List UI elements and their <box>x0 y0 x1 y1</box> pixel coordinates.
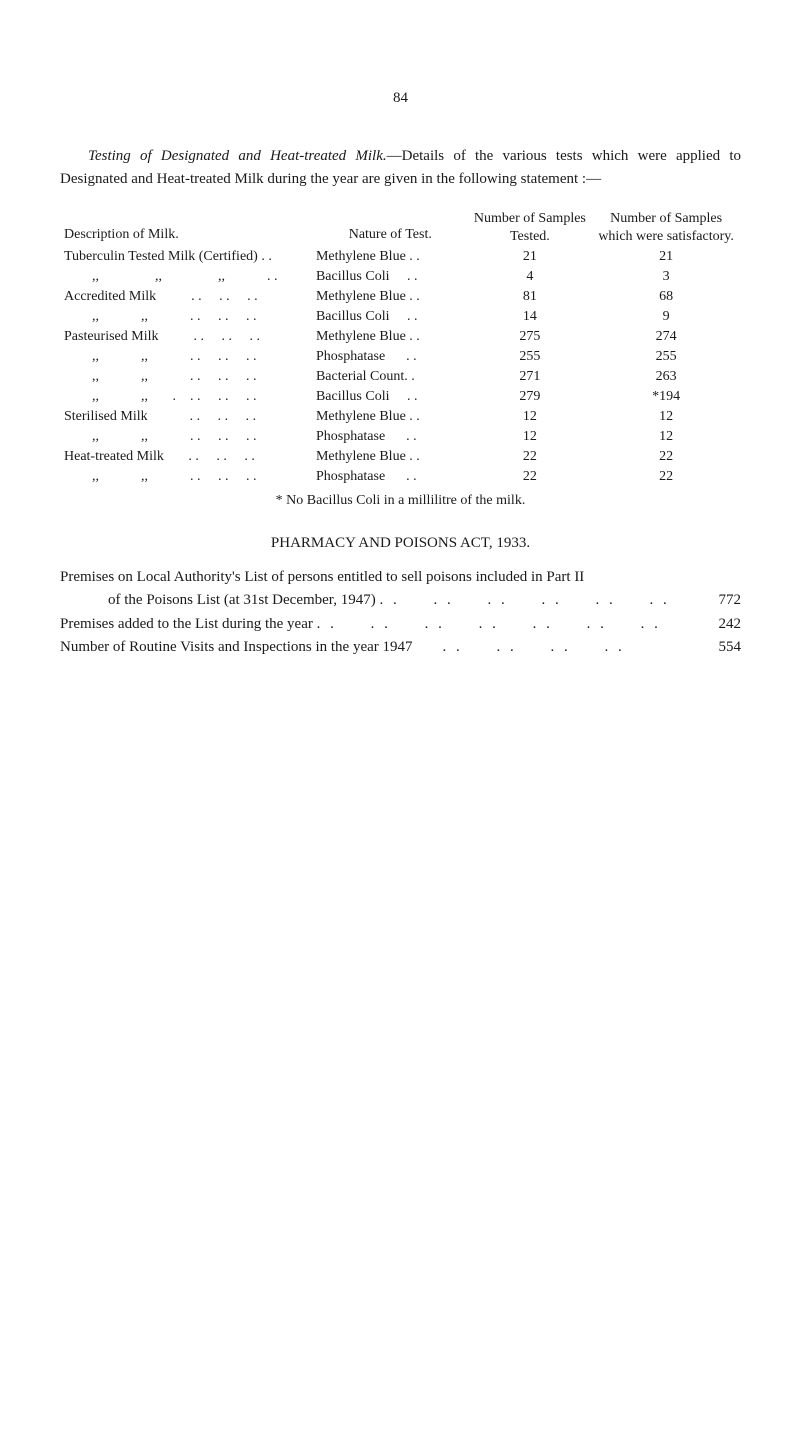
premises-line-2: Premises added to the List during the ye… <box>60 613 741 636</box>
table-row: ,, ,, . . . . . . Phosphatase . . 22 22 <box>60 467 741 487</box>
cell-tested: 12 <box>469 427 592 447</box>
cell-nature: Bacillus Coli . . <box>312 387 469 407</box>
cell-desc: Heat-treated Milk . . . . . . <box>60 447 312 467</box>
line3-label: Number of Routine Visits and Inspections… <box>60 639 413 655</box>
cell-desc: Sterilised Milk . . . . . . <box>60 407 312 427</box>
cell-sat: 68 <box>591 287 741 307</box>
cell-tested: 81 <box>469 287 592 307</box>
cell-nature: Methylene Blue . . <box>312 327 469 347</box>
table-header-row: Description of Milk. Nature of Test. Num… <box>60 208 741 247</box>
cell-desc: ,, ,, . . . . . . <box>60 467 312 487</box>
line3-dots: . . . . . . . . <box>443 639 625 655</box>
cell-sat: 3 <box>591 267 741 287</box>
cell-tested: 4 <box>469 267 592 287</box>
line1b-text: of the Poisons List (at 31st December, 1… <box>60 589 681 612</box>
cell-tested: 275 <box>469 327 592 347</box>
cell-tested: 12 <box>469 407 592 427</box>
table-row: ,, ,, . . . . . . Phosphatase . . 12 12 <box>60 427 741 447</box>
table-row: ,, ,, ,, . . Bacillus Coli . . 4 3 <box>60 267 741 287</box>
col-desc: Description of Milk. <box>60 208 312 247</box>
cell-nature: Bacterial Count. . <box>312 367 469 387</box>
cell-sat: 12 <box>591 407 741 427</box>
premises-line-1a: Premises on Local Authority's List of pe… <box>60 566 741 589</box>
cell-desc: Tuberculin Tested Milk (Certified) . . <box>60 247 312 267</box>
cell-desc: ,, ,, . . . . . . <box>60 307 312 327</box>
intro-paragraph: Testing of Designated and Heat-treated M… <box>60 145 741 190</box>
table-row: ,, ,, . . . . . . Phosphatase . . 255 25… <box>60 347 741 367</box>
line3-text: Number of Routine Visits and Inspections… <box>60 636 681 659</box>
line2-label: Premises added to the List during the ye… <box>60 616 313 632</box>
cell-nature: Methylene Blue . . <box>312 407 469 427</box>
cell-tested: 14 <box>469 307 592 327</box>
cell-sat: *194 <box>591 387 741 407</box>
table-row: Accredited Milk . . . . . . Methylene Bl… <box>60 287 741 307</box>
table-row: ,, ,, . . . . . . Bacillus Coli . . 14 9 <box>60 307 741 327</box>
cell-sat: 22 <box>591 447 741 467</box>
cell-sat: 12 <box>591 427 741 447</box>
line2-text: Premises added to the List during the ye… <box>60 613 681 636</box>
line1b-label: of the Poisons List (at 31st December, 1… <box>108 592 376 608</box>
pharmacy-section-head: PHARMACY AND POISONS ACT, 1933. <box>60 535 741 552</box>
intro-italic: Testing of Designated and Heat-treated M… <box>88 148 387 164</box>
cell-sat: 263 <box>591 367 741 387</box>
table-row: Heat-treated Milk . . . . . . Methylene … <box>60 447 741 467</box>
page-content: 84 Testing of Designated and Heat-treate… <box>0 0 801 719</box>
table-footnote: * No Bacillus Coli in a millilitre of th… <box>60 493 741 509</box>
page-number: 84 <box>60 90 741 107</box>
line2-val: 242 <box>681 613 741 636</box>
col-sat: Number of Samples which were satisfactor… <box>591 208 741 247</box>
cell-sat: 9 <box>591 307 741 327</box>
cell-tested: 21 <box>469 247 592 267</box>
premises-line-3: Number of Routine Visits and Inspections… <box>60 636 741 659</box>
line1a-val <box>681 566 741 589</box>
cell-nature: Phosphatase . . <box>312 347 469 367</box>
cell-nature: Phosphatase . . <box>312 467 469 487</box>
table-row: Tuberculin Tested Milk (Certified) . . M… <box>60 247 741 267</box>
line3-val: 554 <box>681 636 741 659</box>
cell-desc: ,, ,, ,, . . <box>60 267 312 287</box>
table-body: Tuberculin Tested Milk (Certified) . . M… <box>60 247 741 487</box>
cell-desc: Pasteurised Milk . . . . . . <box>60 327 312 347</box>
milk-tests-table: Description of Milk. Nature of Test. Num… <box>60 208 741 487</box>
cell-desc: ,, ,, . . . . . . <box>60 367 312 387</box>
line1b-val: 772 <box>681 589 741 612</box>
cell-nature: Bacillus Coli . . <box>312 307 469 327</box>
cell-nature: Methylene Blue . . <box>312 247 469 267</box>
line1a-text: Premises on Local Authority's List of pe… <box>60 566 681 589</box>
cell-desc: Accredited Milk . . . . . . <box>60 287 312 307</box>
cell-nature: Phosphatase . . <box>312 427 469 447</box>
cell-desc: ,, ,, . . . . . . . <box>60 387 312 407</box>
table-row: Sterilised Milk . . . . . . Methylene Bl… <box>60 407 741 427</box>
cell-nature: Methylene Blue . . <box>312 287 469 307</box>
cell-sat: 274 <box>591 327 741 347</box>
line2-dots: . . . . . . . . . . . . . . <box>317 616 661 632</box>
col-nature: Nature of Test. <box>312 208 469 247</box>
cell-tested: 271 <box>469 367 592 387</box>
cell-tested: 22 <box>469 467 592 487</box>
table-row: ,, ,, . . . . . . Bacterial Count. . 271… <box>60 367 741 387</box>
table-row: ,, ,, . . . . . . . Bacillus Coli . . 27… <box>60 387 741 407</box>
cell-nature: Bacillus Coli . . <box>312 267 469 287</box>
cell-tested: 22 <box>469 447 592 467</box>
cell-nature: Methylene Blue . . <box>312 447 469 467</box>
cell-tested: 255 <box>469 347 592 367</box>
cell-sat: 255 <box>591 347 741 367</box>
col-samples: Number of Samples Tested. <box>469 208 592 247</box>
table-row: Pasteurised Milk . . . . . . Methylene B… <box>60 327 741 347</box>
cell-sat: 22 <box>591 467 741 487</box>
premises-line-1b: of the Poisons List (at 31st December, 1… <box>60 589 741 612</box>
line1b-dots: . . . . . . . . . . . . <box>379 592 669 608</box>
cell-desc: ,, ,, . . . . . . <box>60 347 312 367</box>
cell-tested: 279 <box>469 387 592 407</box>
cell-desc: ,, ,, . . . . . . <box>60 427 312 447</box>
cell-sat: 21 <box>591 247 741 267</box>
